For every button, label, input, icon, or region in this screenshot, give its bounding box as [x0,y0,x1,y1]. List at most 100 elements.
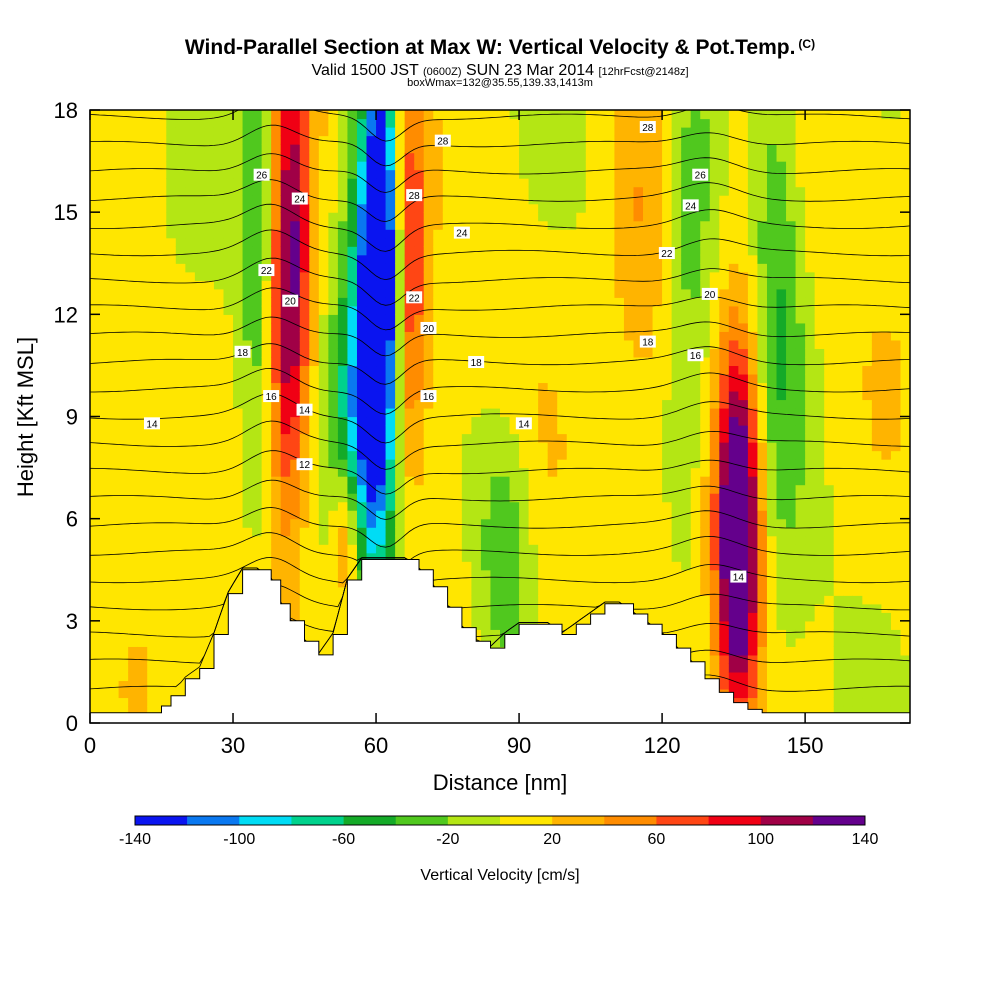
velocity-cell [147,569,158,579]
velocity-cell [204,212,215,222]
velocity-cell [213,620,225,630]
velocity-cell [547,535,558,545]
velocity-cell [90,322,101,332]
velocity-cell [681,603,692,613]
velocity-cell [557,365,568,375]
velocity-cell [99,544,110,554]
velocity-cell [204,127,215,137]
velocity-cell [690,280,701,290]
velocity-cell [500,186,511,196]
velocity-cell [633,390,644,401]
velocity-cell [299,271,310,281]
velocity-cell [376,356,387,367]
velocity-cell [156,212,167,222]
velocity-cell [385,535,396,545]
velocity-cell [128,178,139,188]
velocity-cell [433,535,444,545]
velocity-cell [318,629,329,639]
velocity-cell [109,356,120,367]
velocity-cell [404,271,415,281]
velocity-cell [223,305,234,315]
velocity-cell [347,144,358,154]
velocity-cell [700,493,711,503]
velocity-cell [528,229,539,239]
velocity-cell [633,373,644,384]
velocity-cell [585,433,596,443]
velocity-cell [643,476,654,486]
velocity-cell [404,348,415,358]
velocity-cell [671,127,682,137]
velocity-cell [109,569,120,579]
velocity-cell [547,399,558,409]
velocity-cell [252,135,263,145]
velocity-cell [318,110,329,120]
velocity-cell [175,118,186,128]
velocity-cell [118,229,129,239]
velocity-cell [433,127,444,137]
velocity-cell [480,127,492,137]
velocity-cell [242,271,253,281]
velocity-cell [166,390,177,401]
velocity-cell [452,195,463,205]
velocity-cell [318,646,329,656]
velocity-cell [566,212,577,222]
velocity-cell [614,161,625,171]
velocity-cell [643,603,654,613]
velocity-cell [137,161,148,171]
velocity-cell [461,433,472,443]
velocity-cell [557,280,568,290]
velocity-cell [328,280,339,290]
velocity-cell [566,237,577,247]
velocity-cell [442,280,453,290]
velocity-cell [385,169,396,179]
velocity-cell [509,348,520,358]
velocity-cell [519,365,530,375]
velocity-cell [623,348,635,358]
velocity-cell [185,459,196,469]
velocity-cell [738,586,749,596]
velocity-cell [662,178,673,188]
velocity-cell [614,135,625,145]
velocity-cell [99,459,110,469]
velocity-cell [261,373,272,384]
velocity-cell [461,152,472,162]
velocity-cell [280,493,291,503]
velocity-cell [404,246,415,256]
velocity-cell [213,203,225,213]
velocity-cell [309,578,320,588]
velocity-cell [719,169,730,179]
velocity-cell [643,297,654,307]
velocity-cell [328,399,339,409]
velocity-cell [700,127,711,137]
velocity-cell [118,518,129,528]
velocity-cell [309,561,320,571]
velocity-cell [452,186,463,196]
velocity-cell [395,416,406,426]
velocity-cell [166,237,177,247]
velocity-cell [671,629,682,639]
velocity-cell [662,612,673,622]
velocity-cell [271,467,282,477]
velocity-cell [509,212,520,222]
velocity-cell [376,450,387,460]
velocity-cell [700,637,711,647]
velocity-cell [595,144,606,154]
velocity-cell [90,246,101,256]
velocity-cell [728,450,739,460]
velocity-cell [576,518,587,528]
velocity-cell [433,356,444,367]
velocity-cell [347,561,358,571]
velocity-cell [318,161,329,171]
velocity-cell [719,135,730,145]
velocity-cell [118,203,129,213]
velocity-cell [356,305,368,315]
velocity-cell [318,203,329,213]
velocity-cell [185,544,196,554]
velocity-cell [299,476,310,486]
velocity-cell [395,135,406,145]
velocity-cell [643,314,654,324]
velocity-cell [261,544,272,554]
velocity-cell [662,407,673,418]
velocity-cell [109,314,120,324]
velocity-cell [347,425,358,435]
